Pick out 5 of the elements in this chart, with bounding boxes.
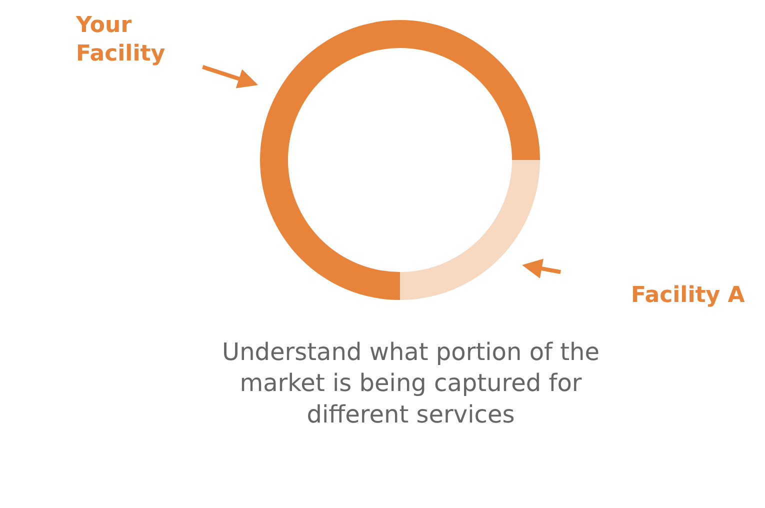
slice-label: Your Facility [75,13,166,67]
donut-slice [400,160,540,300]
slice-label: Facility A [631,283,745,308]
text: Understand what portion of the market is being captured for different services [222,338,600,428]
donut-slice [260,20,540,300]
